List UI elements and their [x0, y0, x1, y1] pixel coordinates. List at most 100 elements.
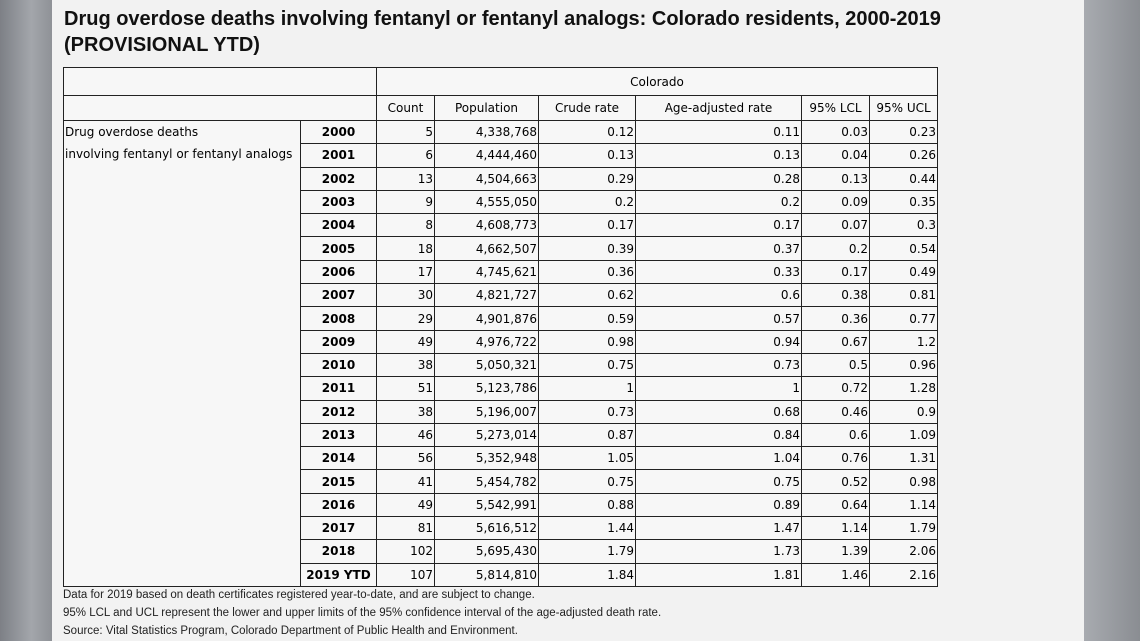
lcl-cell: 0.38 [801, 283, 870, 308]
ucl-cell: 1.79 [869, 516, 938, 541]
right-background-panel [1084, 0, 1140, 641]
population-cell: 4,745,621 [434, 259, 539, 285]
table-row: 2016 49 5,542,991 0.88 0.89 0.64 1.14 [64, 492, 938, 518]
count-cell: 29 [376, 306, 435, 331]
year-cell: 2008 [300, 306, 377, 331]
population-cell: 4,821,727 [434, 283, 539, 308]
ucl-cell: 0.77 [869, 306, 938, 331]
crude-cell: 0.73 [538, 399, 636, 424]
population-cell: 5,050,321 [434, 352, 539, 378]
population-cell: 5,196,007 [434, 399, 539, 424]
count-cell: 9 [376, 189, 435, 215]
lcl-cell: 0.6 [801, 422, 870, 448]
footnotes: Data for 2019 based on death certificate… [63, 586, 1073, 640]
table-row: 2012 38 5,196,007 0.73 0.68 0.46 0.9 [64, 399, 938, 424]
adjusted-cell: 0.37 [635, 236, 802, 261]
year-cell: 2006 [300, 259, 377, 285]
table-row: Drug overdose deaths involving fentanyl o… [63, 119, 938, 587]
crude-cell: 0.13 [538, 143, 636, 168]
year-cell: 2000 [300, 119, 377, 145]
adjusted-cell: 0.28 [635, 166, 802, 191]
count-cell: 46 [376, 422, 435, 448]
population-cell: 4,662,507 [434, 236, 539, 261]
count-cell: 41 [376, 469, 435, 494]
table-row: 2013 46 5,273,014 0.87 0.84 0.6 1.09 [64, 422, 938, 448]
adjusted-cell: 0.75 [635, 469, 802, 494]
document-slide: Drug overdose deaths involving fentanyl … [52, 0, 1084, 641]
region-header-row: Colorado [63, 67, 938, 96]
crude-cell: 0.36 [538, 259, 636, 285]
year-cell: 2002 [300, 166, 377, 191]
footnote-3: Source: Vital Statistics Program, Colora… [63, 625, 518, 637]
left-background-panel [0, 0, 52, 641]
adjusted-cell: 0.57 [635, 306, 802, 331]
adjusted-cell: 1 [635, 376, 802, 401]
lcl-cell: 0.76 [801, 446, 870, 471]
ucl-cell: 0.26 [869, 143, 938, 168]
population-cell: 4,976,722 [434, 329, 539, 354]
overdose-table: Colorado Count Population Crude rate Age… [63, 67, 938, 587]
count-cell: 51 [376, 376, 435, 401]
population-cell: 4,338,768 [434, 119, 539, 145]
crude-cell: 0.62 [538, 283, 636, 308]
crude-cell: 0.59 [538, 306, 636, 331]
crude-cell: 1.44 [538, 516, 636, 541]
crude-cell: 0.88 [538, 492, 636, 518]
lcl-cell: 0.67 [801, 329, 870, 354]
crude-cell: 1.05 [538, 446, 636, 471]
footnote-1: Data for 2019 based on death certificate… [63, 589, 535, 601]
col-header-ucl: 95% UCL [869, 95, 938, 121]
lcl-cell: 1.39 [801, 539, 870, 564]
year-cell: 2005 [300, 236, 377, 261]
table-row: 2019 YTD 107 5,814,810 1.84 1.81 1.46 2.16 [64, 562, 938, 587]
population-cell: 4,444,460 [434, 143, 539, 168]
adjusted-cell: 0.13 [635, 143, 802, 168]
row-label: Drug overdose deaths involving fentanyl o… [63, 120, 301, 587]
table-row: 2018 102 5,695,430 1.79 1.73 1.39 2.06 [64, 539, 938, 564]
crude-cell: 0.87 [538, 422, 636, 448]
ucl-cell: 0.35 [869, 189, 938, 215]
adjusted-cell: 0.2 [635, 189, 802, 215]
crude-cell: 0.2 [538, 189, 636, 215]
count-cell: 17 [376, 259, 435, 285]
year-cell: 2015 [300, 469, 377, 494]
count-cell: 30 [376, 283, 435, 308]
row-label-line-1: Drug overdose deaths [65, 125, 199, 139]
ucl-cell: 0.81 [869, 283, 938, 308]
row-label-line-2: involving fentanyl or fentanyl analogs [65, 147, 293, 161]
year-cell: 2017 [300, 516, 377, 541]
adjusted-cell: 0.89 [635, 492, 802, 518]
count-cell: 107 [376, 562, 435, 587]
crude-cell: 0.75 [538, 352, 636, 378]
lcl-cell: 0.03 [801, 119, 870, 145]
ucl-cell: 0.49 [869, 259, 938, 285]
adjusted-cell: 0.6 [635, 283, 802, 308]
count-cell: 6 [376, 143, 435, 168]
ucl-cell: 2.16 [869, 562, 938, 587]
population-cell: 4,555,050 [434, 189, 539, 215]
population-cell: 5,273,014 [434, 422, 539, 448]
adjusted-cell: 0.11 [635, 119, 802, 145]
region-header: Colorado [376, 67, 938, 96]
adjusted-cell: 0.73 [635, 352, 802, 378]
lcl-cell: 0.72 [801, 376, 870, 401]
lcl-cell: 0.13 [801, 166, 870, 191]
population-cell: 5,695,430 [434, 539, 539, 564]
lcl-cell: 0.09 [801, 189, 870, 215]
crude-cell: 1 [538, 376, 636, 401]
ucl-cell: 1.28 [869, 376, 938, 401]
year-cell: 2012 [300, 399, 377, 424]
ucl-cell: 0.9 [869, 399, 938, 424]
crude-cell: 1.79 [538, 539, 636, 564]
count-cell: 18 [376, 236, 435, 261]
title-line-1: Drug overdose deaths involving fentanyl … [64, 8, 941, 30]
table-body: Drug overdose deaths involving fentanyl o… [63, 119, 938, 587]
adjusted-cell: 1.81 [635, 562, 802, 587]
lcl-cell: 0.04 [801, 143, 870, 168]
col-header-age-adjusted-rate: Age-adjusted rate [635, 95, 802, 121]
crude-cell: 0.39 [538, 236, 636, 261]
population-cell: 5,542,991 [434, 492, 539, 518]
adjusted-cell: 0.17 [635, 213, 802, 238]
count-cell: 102 [376, 539, 435, 564]
count-cell: 8 [376, 213, 435, 238]
